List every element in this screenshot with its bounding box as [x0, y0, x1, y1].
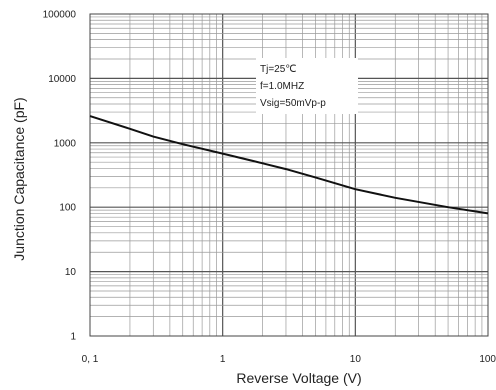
y-axis-title: Junction Capacitance (pF)	[11, 97, 27, 260]
y-tick-label: 1000	[54, 138, 77, 149]
x-axis-title: Reverse Voltage (V)	[236, 370, 361, 386]
annotation-frequency: f=1.0MHZ	[260, 81, 304, 92]
x-tick-label: 1	[220, 354, 226, 365]
plot-frame	[89, 13, 489, 337]
y-tick-label: 100000	[43, 10, 77, 21]
x-tick-label: 100	[479, 354, 496, 365]
x-tick-label: 10	[350, 354, 362, 365]
x-tick-labels: 0, 1 1 10 100	[82, 354, 496, 365]
y-tick-label: 100	[59, 203, 76, 214]
annotation-signal: Vsig=50mVp-p	[260, 98, 326, 109]
y-tick-label: 1	[70, 332, 76, 343]
annotation-temperature: Tj=25℃	[260, 64, 297, 75]
x-tick-label: 0, 1	[82, 354, 99, 365]
series-line	[89, 115, 489, 215]
y-tick-label: 10	[65, 267, 77, 278]
y-tick-label: 10000	[48, 74, 76, 85]
annotation-box: Tj=25℃ f=1.0MHZ Vsig=50mVp-p	[256, 58, 358, 114]
y-tick-labels: 1 10 100 1000 10000 100000	[43, 10, 77, 343]
annotation-background	[256, 58, 358, 114]
